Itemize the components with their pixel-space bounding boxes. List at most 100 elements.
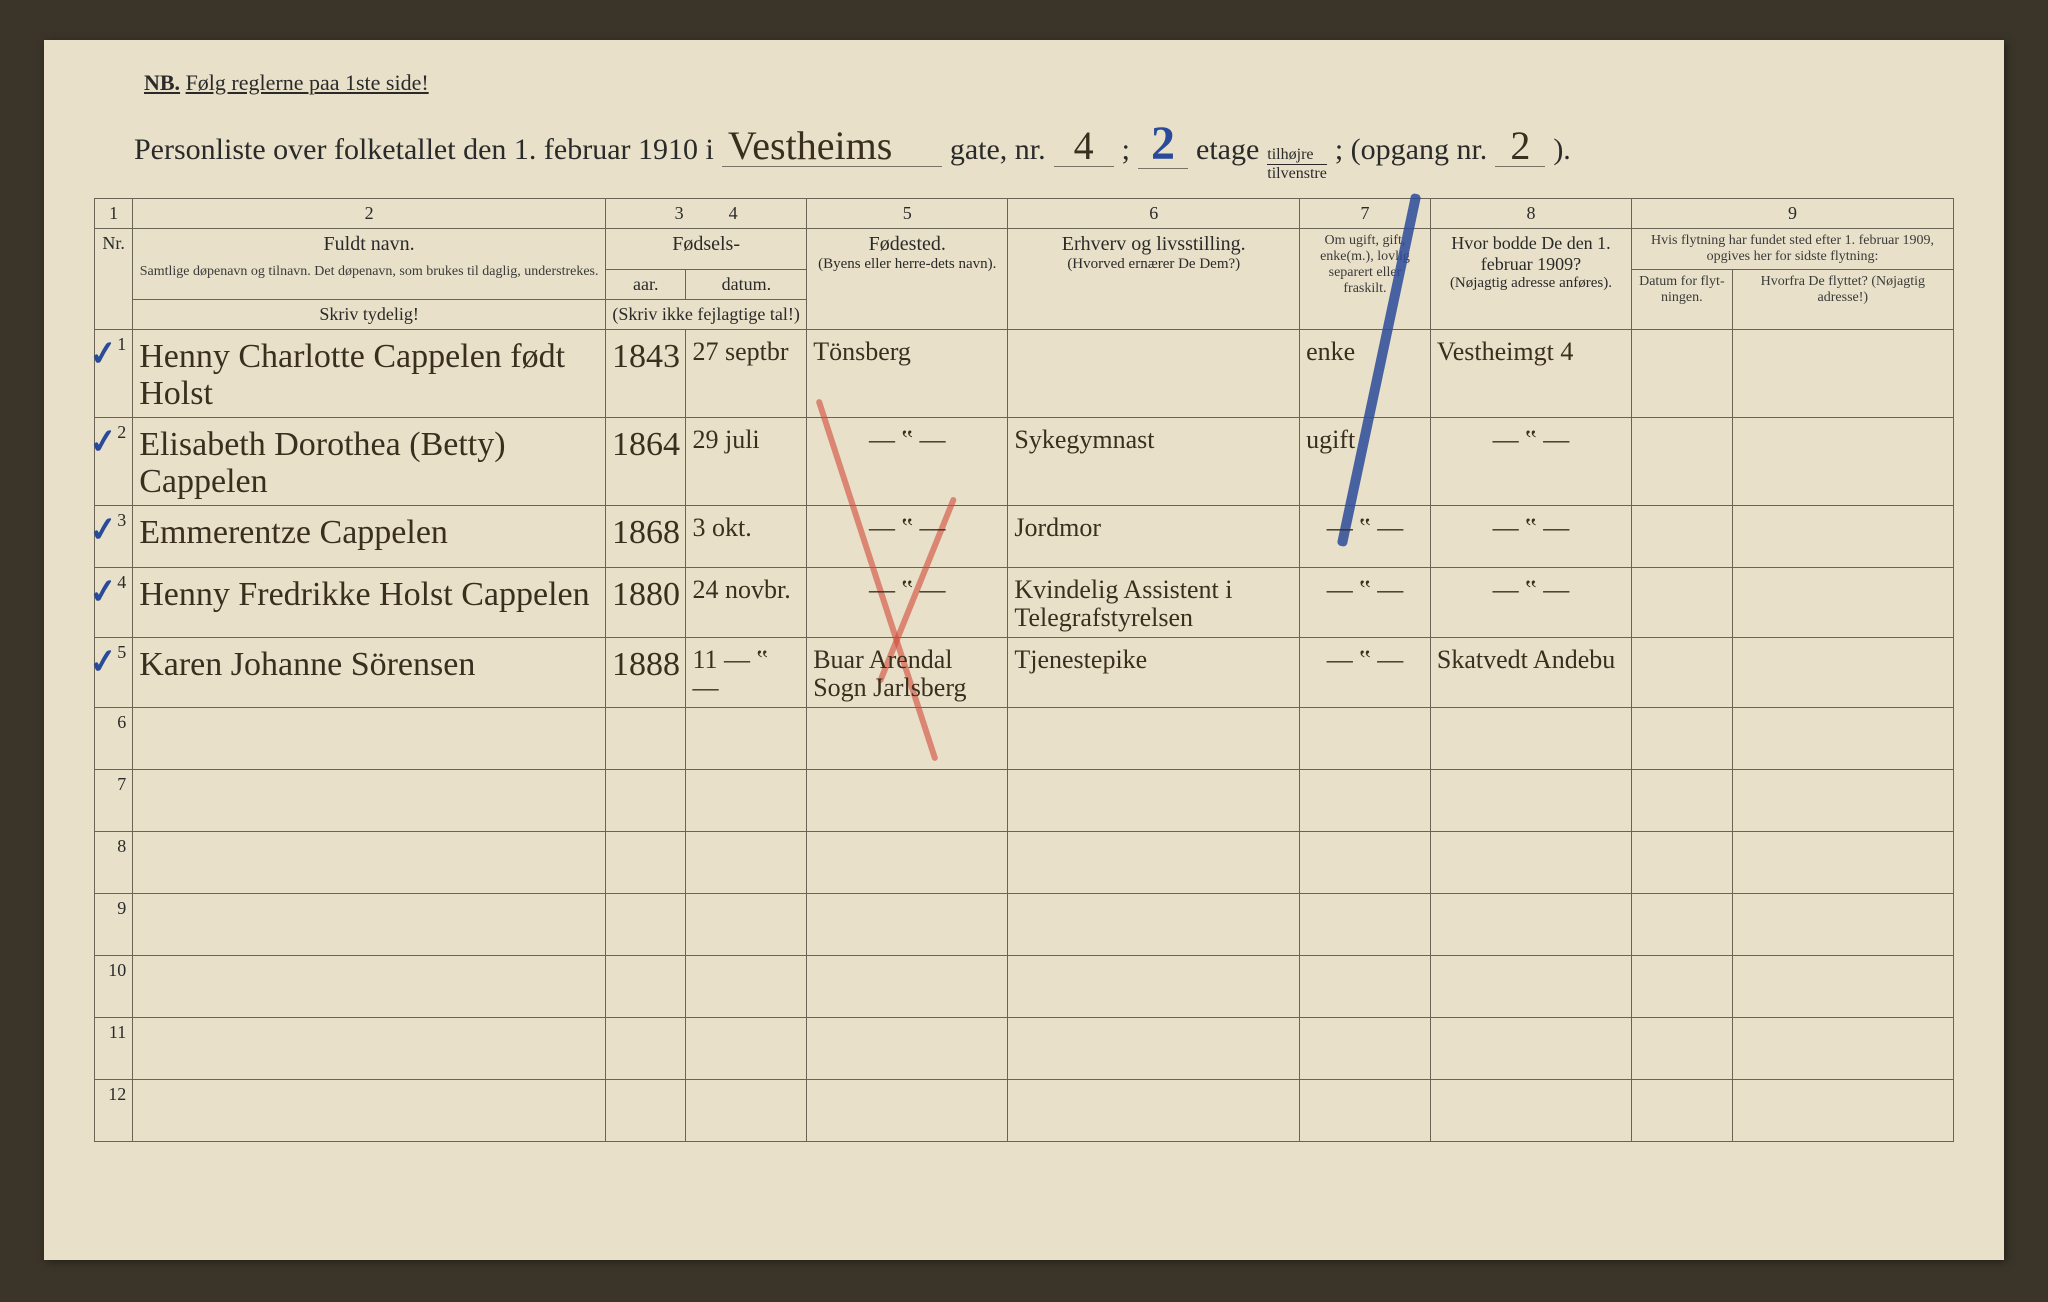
data-row: ✓5Karen Johanne Sörensen188811 — ‟ —Buar… <box>95 637 1954 707</box>
data-row: ✓3Emmerentze Cappelen18683 okt.— ‟ —Jord… <box>95 505 1954 567</box>
colnum-5: 5 <box>807 199 1008 229</box>
hdr-name-label: Fuldt navn. <box>139 233 599 256</box>
hdr-year: aar. <box>606 270 686 300</box>
data-row: ✓4Henny Fredrikke Holst Cappelen188024 n… <box>95 567 1954 637</box>
cell-move-from <box>1732 637 1953 707</box>
data-rows-body: ✓1Henny Charlotte Cappelen født Holst184… <box>95 330 1954 708</box>
title-t1: Personliste over folketallet den 1. febr… <box>134 133 714 167</box>
hdr-occ-label: Erhverv og livsstilling. <box>1014 233 1293 256</box>
row-number: 7 <box>95 769 133 831</box>
row-number: ✓5 <box>95 637 133 707</box>
empty-row: 11 <box>95 1017 1954 1079</box>
cell-name: Henny Fredrikke Holst Cappelen <box>133 567 606 637</box>
row-number: ✓1 <box>95 330 133 418</box>
hdr-movedate: Datum for flyt-ningen. <box>1632 270 1733 330</box>
hdr-birthplace-sub: (Byens eller herre-dets navn). <box>813 256 1001 273</box>
house-number: 4 <box>1054 126 1114 167</box>
row-number: 9 <box>95 893 133 955</box>
floor-number: 2 <box>1138 120 1188 169</box>
checkmark-icon: ✓ <box>87 570 120 613</box>
cell-move-from <box>1732 417 1953 505</box>
checkmark-icon: ✓ <box>87 420 120 463</box>
cell-birthplace: — ‟ — <box>807 505 1008 567</box>
cell-move-date <box>1632 505 1733 567</box>
hdr-birth-note: (Skriv ikke fejlagtige tal!) <box>606 300 807 330</box>
cell-prev-address: — ‟ — <box>1430 567 1631 637</box>
colnum-1: 1 <box>95 199 133 229</box>
cell-move-date <box>1632 567 1733 637</box>
empty-row: 6 <box>95 707 1954 769</box>
census-table: 1 2 3 4 5 6 7 8 9 Nr. Fuldt navn. Samtli… <box>94 198 1954 1142</box>
cell-birthplace: Tönsberg <box>807 330 1008 418</box>
cell-occupation: Kvindelig Assistent i Telegrafstyrelsen <box>1008 567 1300 637</box>
street-name: Vestheims <box>722 126 942 167</box>
cell-name: Elisabeth Dorothea (Betty) Cappelen <box>133 417 606 505</box>
hdr-prev-label: Hvor bodde De den 1. februar 1909? <box>1437 233 1625 275</box>
checkmark-icon: ✓ <box>87 640 120 683</box>
empty-row: 7 <box>95 769 1954 831</box>
data-row: ✓2Elisabeth Dorothea (Betty) Cappelen186… <box>95 417 1954 505</box>
hdr-name-sub: Samtlige døpenavn og tilnavn. Det døpena… <box>139 264 599 280</box>
cell-birthplace: Buar Arendal Sogn Jarlsberg <box>807 637 1008 707</box>
nb-instruction: NB. Følg reglerne paa 1ste side! <box>144 70 1954 96</box>
row-number: 6 <box>95 707 133 769</box>
cell-status: — ‟ — <box>1300 567 1431 637</box>
cell-occupation <box>1008 330 1300 418</box>
side-bot: tilvenstre <box>1267 165 1327 182</box>
row-number: ✓4 <box>95 567 133 637</box>
cell-move-date <box>1632 330 1733 418</box>
hdr-skriv: Skriv tydelig! <box>133 300 606 330</box>
hdr-birthplace: Fødested. (Byens eller herre-dets navn). <box>807 229 1008 330</box>
cell-year: 1888 <box>606 637 686 707</box>
colnum-2: 2 <box>133 199 606 229</box>
entrance-number: 2 <box>1495 126 1545 167</box>
hdr-movefrom: Hvorfra De flyttet? (Nøjagtig adresse!) <box>1732 270 1953 330</box>
hdr-birthplace-label: Fødested. <box>813 233 1001 256</box>
cell-move-from <box>1732 330 1953 418</box>
row-number: ✓3 <box>95 505 133 567</box>
empty-row: 12 <box>95 1079 1954 1141</box>
cell-name: Karen Johanne Sörensen <box>133 637 606 707</box>
hdr-movedate-label: Datum for flyt-ningen. <box>1638 274 1726 306</box>
title-line: Personliste over folketallet den 1. febr… <box>134 120 1954 182</box>
column-number-row: 1 2 3 4 5 6 7 8 9 <box>95 199 1954 229</box>
cell-date: 24 novbr. <box>686 567 807 637</box>
empty-rows-body: 6789101112 <box>95 707 1954 1141</box>
title-t2: gate, nr. <box>950 133 1046 167</box>
cell-move-date <box>1632 417 1733 505</box>
cell-status: enke <box>1300 330 1431 418</box>
row-number: ✓2 <box>95 417 133 505</box>
title-t4: etage <box>1196 133 1259 167</box>
hdr-movefrom-label: Hvorfra De flyttet? (Nøjagtig adresse!) <box>1739 274 1947 306</box>
title-t3: ; <box>1122 133 1130 167</box>
cell-year: 1868 <box>606 505 686 567</box>
cell-year: 1880 <box>606 567 686 637</box>
cell-name: Emmerentze Cappelen <box>133 505 606 567</box>
side-top: tilhøjre <box>1267 147 1327 165</box>
hdr-prev: Hvor bodde De den 1. februar 1909? (Nøja… <box>1430 229 1631 330</box>
hdr-move: Hvis flytning har fundet sted efter 1. f… <box>1632 229 1954 270</box>
colnum-6: 6 <box>1008 199 1300 229</box>
census-page: NB. Følg reglerne paa 1ste side! Personl… <box>44 40 2004 1260</box>
hdr-name: Fuldt navn. Samtlige døpenavn og tilnavn… <box>133 229 606 300</box>
hdr-nr: Nr. <box>95 229 133 330</box>
empty-row: 8 <box>95 831 1954 893</box>
colnum-8: 8 <box>1430 199 1631 229</box>
data-row: ✓1Henny Charlotte Cappelen født Holst184… <box>95 330 1954 418</box>
cell-occupation: Sykegymnast <box>1008 417 1300 505</box>
row-number: 11 <box>95 1017 133 1079</box>
hdr-birth: Fødsels- <box>606 229 807 270</box>
hdr-date: datum. <box>686 270 807 300</box>
nb-prefix: NB. <box>144 70 180 95</box>
cell-status: ugift <box>1300 417 1431 505</box>
cell-name: Henny Charlotte Cappelen født Holst <box>133 330 606 418</box>
cell-prev-address: Vestheimgt 4 <box>1430 330 1631 418</box>
hdr-occ: Erhverv og livsstilling. (Hvorved ernære… <box>1008 229 1300 330</box>
cell-move-from <box>1732 505 1953 567</box>
header-row-1: Nr. Fuldt navn. Samtlige døpenavn og til… <box>95 229 1954 270</box>
colnum-3-4: 3 4 <box>606 199 807 229</box>
colnum-9: 9 <box>1632 199 1954 229</box>
cell-prev-address: — ‟ — <box>1430 505 1631 567</box>
cell-date: 29 juli <box>686 417 807 505</box>
cell-year: 1843 <box>606 330 686 418</box>
